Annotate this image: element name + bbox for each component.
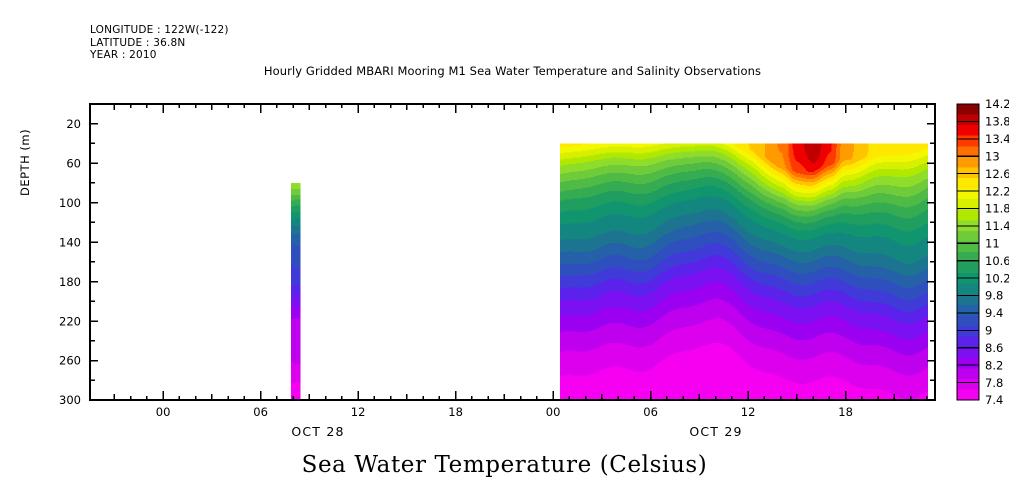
y-tick-label: 220 bbox=[59, 314, 81, 328]
oct28-profile-field bbox=[291, 182, 301, 400]
year-text: YEAR : 2010 bbox=[90, 49, 157, 62]
colorbar-tick-label: 7.8 bbox=[985, 376, 1003, 390]
colorbar-tick-label: 10.2 bbox=[985, 271, 1009, 285]
x-tick-label: 18 bbox=[838, 405, 853, 419]
colorbar-tick-label: 7.4 bbox=[985, 393, 1003, 407]
x-tick-label: 12 bbox=[741, 405, 756, 419]
x-tick-label: 12 bbox=[351, 405, 366, 419]
colorbar-tick-label: 12.6 bbox=[985, 167, 1009, 181]
colorbar-tick-label: 13.4 bbox=[985, 132, 1009, 146]
x-tick-label: 00 bbox=[156, 405, 171, 419]
colorbar-tick-label: 11.4 bbox=[985, 219, 1009, 233]
plot-frame: 20 60 100 140 180 220 260 300 00 06 12 18 00 06 12 18 bbox=[59, 103, 936, 419]
y-tick-label: 180 bbox=[59, 275, 81, 289]
colorbar-tick-label: 9.8 bbox=[985, 289, 1003, 303]
day-label-oct29: OCT 29 bbox=[689, 424, 743, 439]
x-tick-label: 06 bbox=[253, 405, 268, 419]
y-tick-label: 60 bbox=[66, 156, 81, 170]
y-tick-label: 300 bbox=[59, 393, 81, 407]
colorbar: 14.2 13.8 13.4 13 12.6 12.2 11.8 11.4 11 10.6 10.2… bbox=[956, 97, 1009, 407]
y-tick-label: 140 bbox=[59, 235, 81, 249]
colorbar-tick-label: 12.2 bbox=[985, 184, 1009, 198]
page-title: Hourly Gridded MBARI Mooring M1 Sea Wate… bbox=[263, 64, 762, 78]
oct29-section-field bbox=[560, 143, 928, 400]
colorbar-tick-label: 9.4 bbox=[985, 306, 1003, 320]
colorbar-tick-label: 11 bbox=[985, 236, 1000, 250]
y-tick-label: 20 bbox=[66, 117, 81, 131]
colorbar-tick-label: 11.8 bbox=[985, 202, 1009, 216]
x-tick-label: 00 bbox=[546, 405, 561, 419]
x-tick-label: 18 bbox=[448, 405, 463, 419]
y-tick-label: 260 bbox=[59, 354, 81, 368]
colorbar-tick-label: 10.6 bbox=[985, 254, 1009, 268]
colorbar-tick-label: 9 bbox=[985, 324, 992, 338]
longitude-text: LONGITUDE : 122W(-122) bbox=[90, 24, 229, 36]
colorbar-tick-label: 13 bbox=[985, 149, 1000, 163]
colorbar-tick-label: 8.2 bbox=[985, 358, 1003, 372]
x-tick-label: 06 bbox=[643, 405, 658, 419]
colorbar-tick-label: 14.2 bbox=[985, 97, 1009, 111]
colorbar-tick-label: 8.6 bbox=[985, 341, 1003, 355]
y-tick-label: 100 bbox=[59, 196, 81, 210]
station-metadata: LONGITUDE : 122W(-122) LATITUDE : 36.8N … bbox=[90, 24, 229, 62]
colorbar-tick-label: 13.8 bbox=[985, 115, 1009, 129]
latitude-text: LATITUDE : 36.8N bbox=[90, 36, 186, 49]
day-label-oct28: OCT 28 bbox=[291, 424, 345, 439]
chart-caption: Sea Water Temperature (Celsius) bbox=[301, 452, 708, 478]
